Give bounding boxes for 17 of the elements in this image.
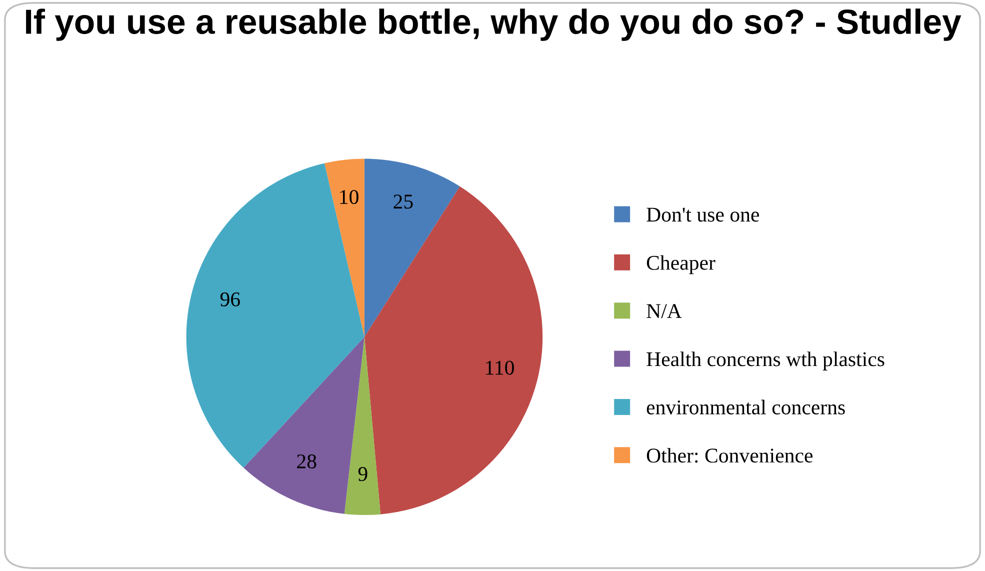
pie-slice xyxy=(186,163,364,468)
legend-label: environmental concerns xyxy=(646,400,845,414)
legend-label: Other: Convenience xyxy=(646,448,813,463)
pie-slice xyxy=(324,158,364,337)
legend-label: N/A xyxy=(646,304,682,318)
legend-label: Health concerns wth plastics xyxy=(646,352,884,370)
data-label: 9 xyxy=(358,467,368,482)
data-label: 10 xyxy=(340,190,358,204)
pie-slice xyxy=(344,336,381,516)
legend-label: Don't use one xyxy=(646,208,760,222)
data-label: 25 xyxy=(394,194,413,209)
legend-label: Cheaper xyxy=(646,255,716,274)
chart-title: If you use a reusable bottle, why do you do so? - Studley xyxy=(26,8,962,41)
data-label: 110 xyxy=(486,360,514,375)
pie-slice xyxy=(364,158,460,337)
data-label: 28 xyxy=(297,454,316,468)
data-label: 96 xyxy=(220,292,240,306)
